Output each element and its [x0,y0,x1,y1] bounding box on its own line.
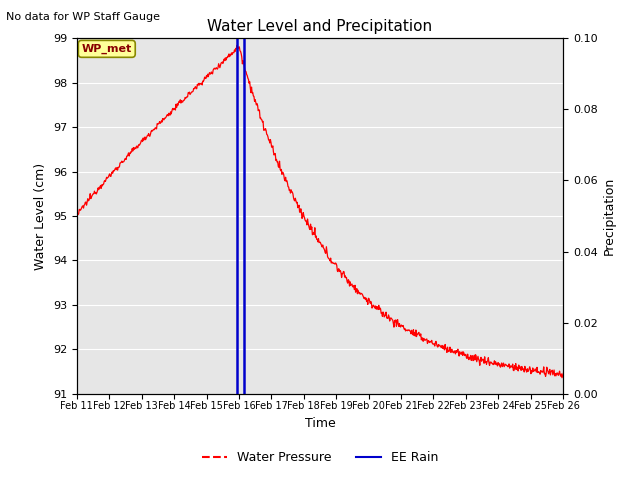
Text: No data for WP Staff Gauge: No data for WP Staff Gauge [6,12,161,22]
Title: Water Level and Precipitation: Water Level and Precipitation [207,20,433,35]
X-axis label: Time: Time [305,417,335,430]
Y-axis label: Water Level (cm): Water Level (cm) [35,162,47,270]
Text: WP_met: WP_met [82,44,132,54]
Legend: Water Pressure, EE Rain: Water Pressure, EE Rain [196,446,444,469]
Y-axis label: Precipitation: Precipitation [604,177,616,255]
